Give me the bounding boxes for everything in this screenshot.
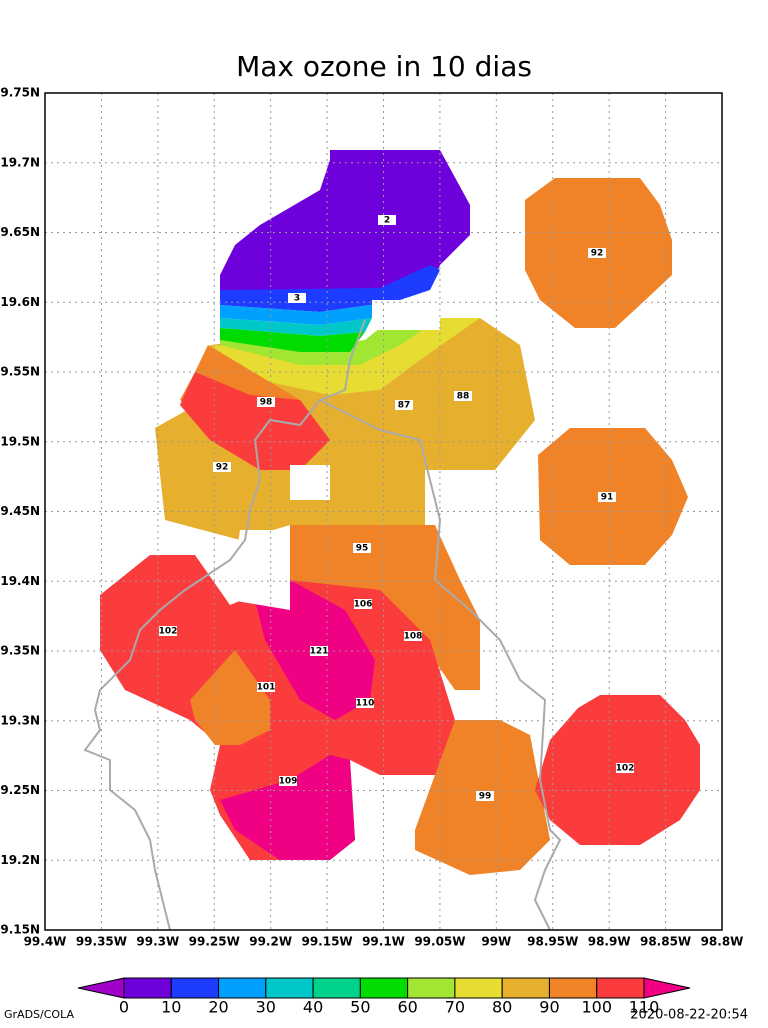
grid bbox=[45, 93, 722, 930]
x-tick-label: 99.2W bbox=[249, 935, 292, 949]
colorbar-box bbox=[454, 977, 503, 999]
y-tick-label: 9.15N bbox=[0, 923, 40, 937]
contour-label: 92 bbox=[216, 463, 229, 473]
contour-label: 108 bbox=[404, 632, 423, 642]
contour-label-bg bbox=[588, 248, 606, 258]
y-tick-label: 19.5N bbox=[0, 434, 40, 448]
contour-label-bg bbox=[356, 698, 374, 708]
y-tick-label: 19.65N bbox=[0, 225, 40, 239]
contour-label: 92 bbox=[591, 249, 604, 259]
colorbar-box bbox=[359, 977, 409, 999]
contour-label-bg bbox=[598, 492, 616, 502]
colorbar-label: 20 bbox=[208, 998, 228, 1017]
colorbar-label: 60 bbox=[397, 998, 417, 1017]
contour-label-bg bbox=[159, 626, 177, 636]
y-tick-label: 19.25N bbox=[0, 783, 40, 797]
contour-label-bg bbox=[395, 400, 413, 410]
contour-label: 99 bbox=[479, 792, 492, 802]
contour-label-bg bbox=[616, 763, 634, 773]
y-tick-label: 19.4N bbox=[0, 574, 40, 588]
x-tick-label: 99.05W bbox=[414, 935, 465, 949]
colorbar-box bbox=[312, 977, 361, 999]
colorbar-label: 70 bbox=[445, 998, 465, 1017]
contour-label: 121 bbox=[310, 647, 329, 657]
contour-label: 106 bbox=[354, 600, 373, 610]
contour-label: 98 bbox=[260, 398, 273, 408]
contour-label-bg bbox=[279, 776, 297, 786]
contour-label-bg bbox=[354, 599, 372, 609]
colorbar-box bbox=[501, 977, 550, 999]
contour-label: 109 bbox=[279, 777, 298, 787]
title: Max ozone in 10 dias bbox=[236, 50, 532, 83]
contour-label: 101 bbox=[257, 683, 276, 693]
colorbar-box bbox=[170, 977, 220, 999]
colorbar-arrow bbox=[77, 977, 125, 999]
colorbar-box bbox=[548, 977, 598, 999]
footer-left: GrADS/COLA bbox=[4, 1008, 74, 1021]
contour-label-bg bbox=[353, 543, 371, 553]
contour-label: 3 bbox=[294, 294, 300, 304]
contour-label: 88 bbox=[457, 392, 470, 402]
contour-label: 110 bbox=[356, 699, 375, 709]
contour-label: 91 bbox=[601, 493, 614, 503]
x-tick-label: 98.9W bbox=[588, 935, 631, 949]
contour-label-bg bbox=[310, 646, 328, 656]
contour-label-bg bbox=[213, 462, 231, 472]
colorbar-label: 90 bbox=[539, 998, 559, 1017]
contour-label: 102 bbox=[616, 764, 635, 774]
colorbar-box bbox=[265, 977, 314, 999]
y-tick-label: 9.75N bbox=[0, 86, 40, 100]
colorbar-label: 100 bbox=[581, 998, 612, 1017]
x-tick-label: 99.3W bbox=[136, 935, 179, 949]
contour-label-bg bbox=[476, 791, 494, 801]
y-tick-label: 19.2N bbox=[0, 853, 40, 867]
y-tick-label: 19.35N bbox=[0, 644, 40, 658]
colorbar-box bbox=[407, 977, 456, 999]
filled-contours bbox=[100, 150, 700, 875]
colorbar-label: 110 bbox=[629, 998, 660, 1017]
y-tick-label: 19.3N bbox=[0, 713, 40, 727]
contour-label: 102 bbox=[159, 627, 178, 637]
colorbar-label: 0 bbox=[119, 998, 129, 1017]
colorbar-label: 30 bbox=[256, 998, 276, 1017]
colorbar: 0 10 20 30 40 50 60 70 80 90 100 110 bbox=[77, 977, 691, 1017]
axis-labels: 99.4W 99.35W 99.3W 99.25W 99.2W 99.15W 99.1W 99… bbox=[0, 86, 743, 949]
contour-label: 95 bbox=[356, 544, 369, 554]
y-tick-label: 19.45N bbox=[0, 504, 40, 518]
x-tick-label: 98.85W bbox=[640, 935, 691, 949]
x-tick-label: 99.35W bbox=[76, 935, 127, 949]
colorbar-label: 50 bbox=[350, 998, 370, 1017]
colorbar-box bbox=[123, 977, 172, 999]
contour-label-bg bbox=[404, 631, 422, 641]
footer-right: 2020-08-22-20:54 bbox=[630, 1008, 748, 1023]
contour-label: 2 bbox=[384, 216, 390, 226]
y-tick-label: 19.7N bbox=[0, 155, 40, 169]
contour-label: 87 bbox=[398, 401, 411, 411]
x-tick-label: 99.25W bbox=[189, 935, 240, 949]
colorbar-arrow bbox=[643, 977, 691, 999]
contour-label-bg bbox=[378, 215, 396, 225]
contour-label-bg bbox=[288, 293, 306, 303]
y-tick-label: 19.6N bbox=[0, 295, 40, 309]
y-tick-label: 19.55N bbox=[0, 365, 40, 379]
contour-label-bg bbox=[257, 682, 275, 692]
x-tick-label: 98.8W bbox=[701, 935, 744, 949]
plot-frame bbox=[44, 92, 723, 931]
x-tick-label: 99.1W bbox=[362, 935, 405, 949]
x-tick-label: 99W bbox=[481, 935, 511, 949]
colorbar-label: 80 bbox=[492, 998, 512, 1017]
contour-label-bg bbox=[257, 397, 275, 407]
colorbar-label: 40 bbox=[303, 998, 323, 1017]
contour-labels: 2 3 92 98 87 88 92 91 95 106 108 102 121 101 110 109 102… bbox=[159, 215, 635, 802]
x-tick-label: 98.95W bbox=[527, 935, 578, 949]
colorbar-box bbox=[596, 977, 645, 999]
x-tick-label: 99.4W bbox=[24, 935, 67, 949]
colorbar-box bbox=[218, 977, 267, 999]
x-tick-label: 99.15W bbox=[301, 935, 352, 949]
colorbar-label: 10 bbox=[161, 998, 181, 1017]
contour-label-bg bbox=[454, 391, 472, 401]
